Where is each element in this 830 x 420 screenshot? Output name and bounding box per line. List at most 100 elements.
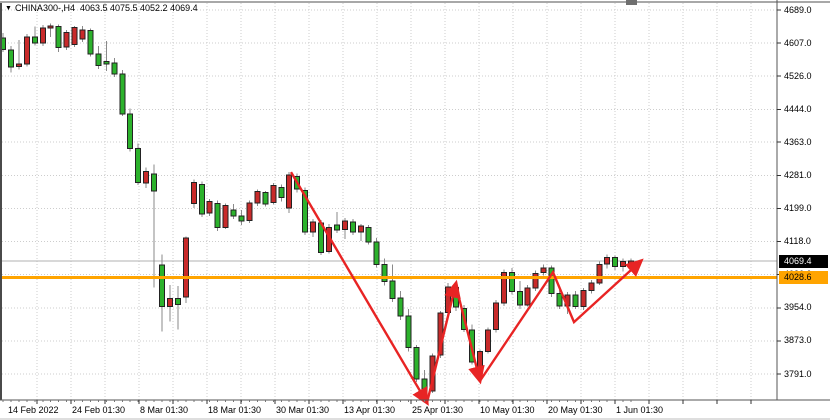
time-axis-label: 25 Apr 01:30 — [412, 405, 464, 415]
chart-header: ▼ CHINA300-,H4 4063.5 4075.5 4052.2 4069.… — [5, 3, 198, 13]
price-axis-label: 4118.0 — [784, 235, 811, 246]
candle-body-up — [47, 25, 54, 29]
trend-arrow-zigzag-up-arrow[interactable] — [479, 258, 644, 382]
candle-body-up — [357, 225, 364, 233]
candle-body-down — [103, 60, 110, 65]
candle — [222, 203, 229, 229]
candle-body-down — [556, 293, 563, 307]
candle — [278, 184, 285, 202]
candle — [310, 219, 317, 237]
candle — [604, 254, 611, 269]
candle — [596, 261, 603, 285]
candle — [63, 29, 70, 51]
candle — [182, 236, 189, 304]
candle — [39, 24, 46, 47]
trend-arrow-up-arrow-1[interactable] — [425, 279, 461, 404]
candle-body-down — [413, 347, 420, 380]
candle — [532, 270, 539, 291]
candle — [628, 258, 635, 269]
hline-price-badge: 4028.6 — [779, 271, 828, 285]
candle-body-up — [143, 170, 150, 184]
candle — [357, 224, 364, 242]
candle — [127, 108, 134, 152]
chart-shift-marker[interactable] — [626, 0, 637, 5]
candle — [548, 265, 555, 297]
candle — [214, 200, 221, 231]
candle — [349, 219, 356, 235]
price-axis-label: 3873.0 — [784, 335, 812, 346]
candle-body-up — [254, 191, 261, 204]
candle-body-down — [612, 257, 619, 268]
candle — [198, 181, 205, 218]
candle-body-up — [341, 220, 348, 231]
candle-body-up — [15, 63, 22, 67]
candle-body-down — [405, 315, 412, 349]
candle — [333, 211, 340, 233]
trend-arrow-down-arrow-2[interactable] — [454, 285, 485, 385]
candle — [580, 288, 587, 310]
candle — [95, 46, 102, 69]
candle — [151, 164, 158, 288]
candle-body-up — [588, 282, 595, 291]
candle — [238, 209, 245, 225]
candle — [159, 254, 165, 332]
candle — [492, 300, 499, 333]
candle-body-down — [111, 62, 118, 75]
price-axis-label: 3791.0 — [784, 368, 812, 379]
candle-body-up — [63, 32, 70, 48]
candle — [556, 289, 563, 310]
candle-body-up — [580, 289, 587, 308]
candle-body-up — [166, 298, 173, 307]
price-axis-label: 3954.0 — [784, 302, 812, 313]
candle-body-up — [524, 287, 531, 306]
candle — [7, 46, 14, 73]
chart-top-bar[interactable] — [0, 1, 830, 3]
symbol-marker-icon: ▼ — [5, 5, 12, 12]
candle-body-up — [39, 27, 46, 44]
candle-body-up — [79, 29, 86, 40]
candle-body-down — [508, 272, 515, 292]
candle-body-up — [540, 267, 547, 274]
price-axis-label: 4444.0 — [784, 103, 812, 114]
candle-body-down — [238, 215, 245, 222]
candle-body-down — [127, 113, 134, 150]
candle — [286, 172, 293, 214]
candle-body-down — [389, 280, 396, 300]
candle — [612, 255, 619, 271]
candle-body-down — [31, 36, 38, 44]
candle — [524, 284, 531, 307]
candle-body-up — [628, 260, 635, 265]
time-axis-label: 13 Apr 01:30 — [344, 405, 396, 415]
candle-body-down — [151, 173, 158, 192]
candle — [230, 203, 237, 219]
candle-body-down — [262, 191, 269, 205]
candle-body-up — [246, 202, 253, 221]
symbol-period-label: CHINA300-,H4 — [14, 3, 75, 13]
candle-body-down — [119, 73, 126, 115]
candle — [143, 167, 150, 188]
candle — [79, 26, 86, 43]
price-axis-label: 4363.0 — [784, 136, 812, 147]
price-axis-label: 4607.0 — [784, 37, 812, 48]
time-axis-label: 8 Mar 01:30 — [140, 405, 189, 415]
candle-body-up — [532, 272, 539, 289]
candle-body-down — [421, 378, 428, 393]
candle — [270, 183, 277, 205]
candle-body-down — [572, 294, 579, 308]
trend-arrow-down-arrow-1[interactable] — [289, 171, 429, 406]
candle-body-down — [302, 189, 309, 233]
candle — [23, 33, 30, 67]
candle-body-down — [516, 290, 523, 306]
candle — [588, 279, 595, 294]
candle — [47, 23, 54, 38]
candle — [166, 284, 173, 322]
candle — [484, 327, 491, 354]
candle — [572, 290, 579, 310]
candle-body-up — [310, 221, 317, 233]
time-axis-label: 24 Feb 01:30 — [72, 405, 126, 415]
candle — [119, 69, 126, 117]
candle-body-up — [604, 257, 611, 265]
candle — [111, 57, 118, 77]
